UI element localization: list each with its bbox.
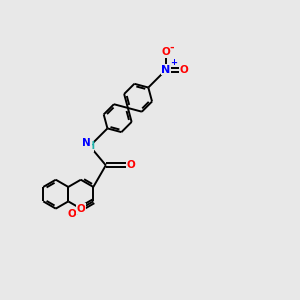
Text: N: N [82,138,91,148]
Text: +: + [170,58,177,67]
Text: N: N [161,65,171,75]
Text: H: H [86,141,94,151]
Text: O: O [179,65,188,75]
Text: O: O [127,160,135,170]
Text: O: O [76,204,85,214]
Text: -: - [169,43,174,53]
Text: O: O [162,47,170,57]
Text: O: O [67,209,76,219]
